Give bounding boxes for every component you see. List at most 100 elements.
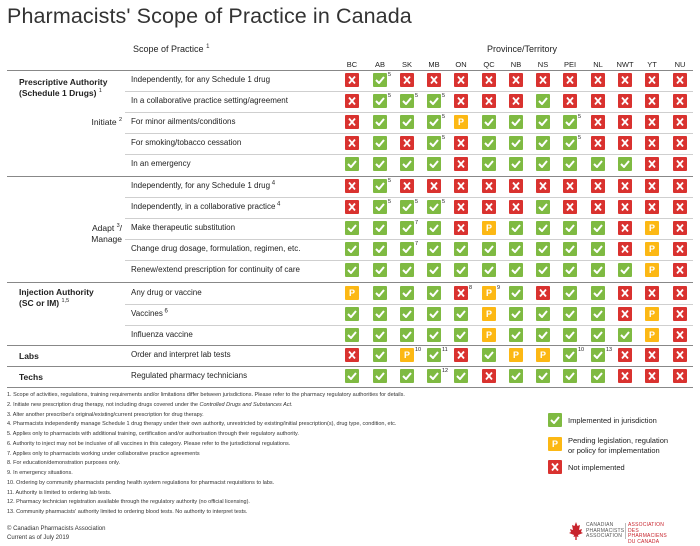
- status-cell-implemented-mb: [427, 307, 441, 321]
- section-prescriptive-name: Prescriptive Authority: [19, 77, 108, 87]
- status-cell-implemented-ns: [536, 200, 550, 214]
- status-cell-pending-yt: P: [645, 328, 659, 342]
- row-divider: [125, 91, 693, 92]
- status-cell-implemented-ns: [536, 157, 550, 171]
- status-cell-not-implemented-pei: [563, 73, 577, 87]
- status-cell-not-implemented-sk: [400, 136, 414, 150]
- status-cell-not-implemented-nu: [673, 348, 687, 362]
- status-cell-not-implemented-nl: [591, 73, 605, 87]
- status-cell-implemented-ab: [373, 242, 387, 256]
- status-cell-not-implemented-bc: [345, 136, 359, 150]
- status-cell-implemented-nwt: [618, 328, 632, 342]
- section-initiate-name: Initiate: [91, 117, 117, 127]
- section-techs: Techs: [19, 372, 43, 382]
- section-prescriptive-sup: 1: [98, 87, 102, 94]
- cell-footnote-ref: 5: [388, 93, 392, 99]
- section-adapt-name2: Manage: [91, 233, 122, 244]
- page-title: Pharmacists' Scope of Practice in Canada: [7, 4, 412, 28]
- status-cell-implemented-mb: [427, 369, 441, 383]
- status-cell-not-implemented-pei: [563, 179, 577, 193]
- status-cell-not-implemented-bc: [345, 348, 359, 362]
- status-cell-implemented-bc: [345, 307, 359, 321]
- status-cell-implemented-sk: [400, 307, 414, 321]
- status-cell-implemented-nb: [509, 307, 523, 321]
- status-cell-implemented-nb: [509, 136, 523, 150]
- section-adapt-sup: 3: [116, 223, 120, 230]
- status-cell-not-implemented-nb: [509, 73, 523, 87]
- section-injection-sub: (SC or IM) 1,5: [19, 298, 94, 309]
- cell-footnote-ref: 10: [578, 347, 585, 353]
- status-cell-implemented-nb: [509, 263, 523, 277]
- row-label-sup: 4: [270, 180, 276, 187]
- row-label: In an emergency: [131, 159, 191, 168]
- status-cell-not-implemented-on: [454, 136, 468, 150]
- status-cell-implemented-on: [454, 242, 468, 256]
- status-cell-not-implemented-qc: [482, 73, 496, 87]
- status-cell-not-implemented-nb: [509, 94, 523, 108]
- section-injection-name: Injection Authority: [19, 287, 94, 297]
- status-cell-implemented-ab: [373, 157, 387, 171]
- status-cell-implemented-nl: [591, 369, 605, 383]
- status-cell-implemented-ab: [373, 115, 387, 129]
- status-cell-implemented-ab: [373, 348, 387, 362]
- status-cell-implemented-sk: [400, 115, 414, 129]
- cell-footnote-ref: 5: [442, 93, 446, 99]
- copyright: © Canadian Pharmacists Association: [7, 526, 106, 532]
- status-cell-implemented-ns: [536, 221, 550, 235]
- row-label: For minor ailments/conditions: [131, 117, 235, 126]
- logo-divider: [625, 523, 626, 539]
- status-cell-not-implemented-nwt: [618, 136, 632, 150]
- status-cell-implemented-nl: [591, 242, 605, 256]
- row-label-text: In a collaborative practice setting/agre…: [131, 96, 288, 105]
- status-cell-implemented-ns: [536, 328, 550, 342]
- status-cell-not-implemented-on: [454, 200, 468, 214]
- cell-footnote-ref: 5: [442, 199, 446, 205]
- row-label: Independently, in a collaborative practi…: [131, 201, 280, 211]
- status-cell-implemented-ab: [373, 179, 387, 193]
- status-cell-implemented-mb: [427, 115, 441, 129]
- status-cell-not-implemented-yt: [645, 369, 659, 383]
- status-cell-not-implemented-ns: [536, 179, 550, 193]
- cell-footnote-ref: 5: [578, 135, 582, 141]
- footnote-6: 6. Authority to inject may not be inclus…: [7, 440, 291, 447]
- status-cell-not-implemented-nwt: [618, 348, 632, 362]
- status-cell-implemented-ab: [373, 307, 387, 321]
- status-cell-implemented-nb: [509, 369, 523, 383]
- logo-fr-3: DU CANADA: [628, 538, 660, 545]
- row-label: Order and interpret lab tests: [131, 350, 231, 359]
- status-cell-not-implemented-yt: [645, 94, 659, 108]
- status-cell-implemented-mb: [427, 94, 441, 108]
- status-cell-implemented-pei: [563, 136, 577, 150]
- status-cell-not-implemented-bc: [345, 73, 359, 87]
- status-cell-implemented-bc: [345, 242, 359, 256]
- status-cell-not-implemented-nu: [673, 94, 687, 108]
- status-cell-pending-sk: P: [400, 348, 414, 362]
- status-cell-implemented-sk: [400, 328, 414, 342]
- current-date: Current as of July 2019: [7, 535, 70, 541]
- footnote-7: 7. Applies only to pharmacists working u…: [7, 450, 200, 457]
- footnote-5: 5. Applies only to pharmacists with addi…: [7, 431, 299, 437]
- footnote-10: 10. Ordering by community pharmacists pe…: [7, 479, 275, 486]
- logo-en-3: ASSOCIATION: [586, 533, 623, 539]
- row-label-text: Make therapeutic substitution: [131, 223, 236, 232]
- status-cell-not-implemented-qc: [482, 94, 496, 108]
- province-yt: YT: [647, 60, 657, 69]
- status-cell-implemented-nwt: [618, 157, 632, 171]
- status-cell-not-implemented-nwt: [618, 115, 632, 129]
- section-initiate-sup: 2: [118, 117, 122, 124]
- status-cell-implemented-nl: [591, 286, 605, 300]
- status-cell-not-implemented-qc: [482, 369, 496, 383]
- row-label-sup: 6: [162, 308, 168, 315]
- status-cell-implemented-on: [454, 328, 468, 342]
- province-sk: SK: [401, 60, 412, 69]
- status-cell-implemented-pei: [563, 307, 577, 321]
- status-cell-implemented-mb: [427, 328, 441, 342]
- status-cell-pending-yt: P: [645, 221, 659, 235]
- status-cell-implemented-ab: [373, 73, 387, 87]
- status-cell-implemented-mb: [427, 286, 441, 300]
- row-label: In a collaborative practice setting/agre…: [131, 96, 288, 105]
- province-bc: BC: [346, 60, 358, 69]
- province-ns: NS: [537, 60, 549, 69]
- status-cell-not-implemented-nwt: [618, 200, 632, 214]
- status-cell-implemented-nl: [591, 263, 605, 277]
